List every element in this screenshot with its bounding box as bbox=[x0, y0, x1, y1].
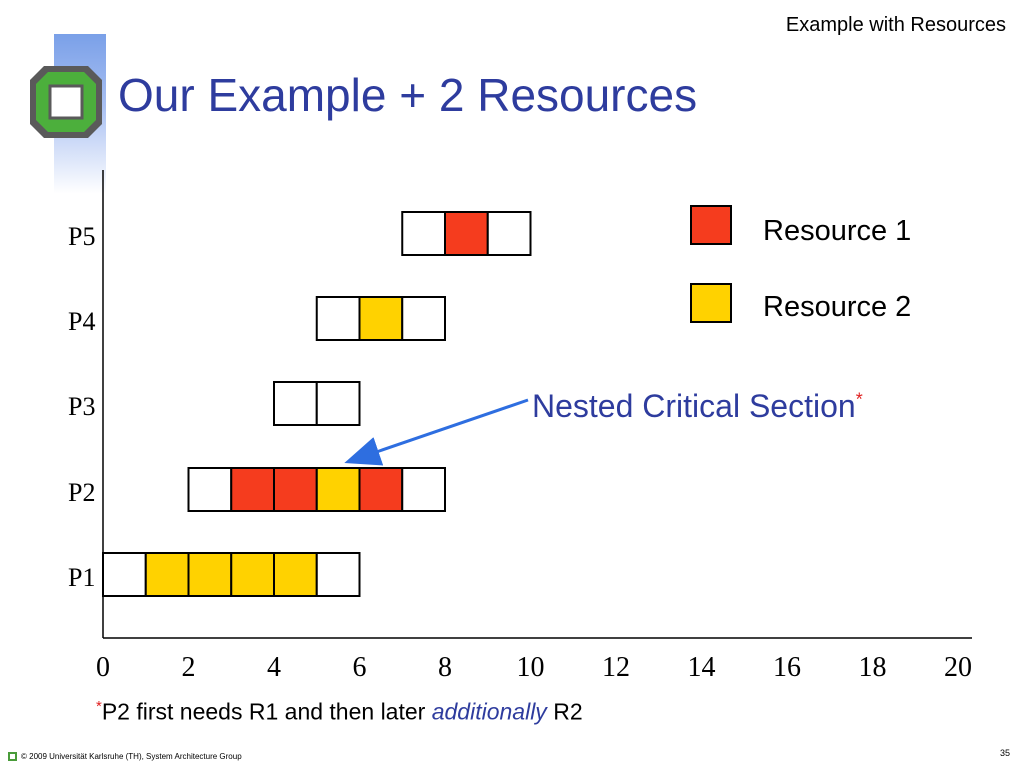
x-tick-label-18: 18 bbox=[858, 652, 887, 683]
time-slot-p1-4-r2 bbox=[230, 552, 275, 597]
legend-label-resource-1: Resource 1 bbox=[763, 215, 912, 247]
x-tick-label-2: 2 bbox=[181, 652, 196, 683]
annotation-arrow bbox=[344, 398, 529, 466]
page-number: 35 bbox=[999, 748, 1010, 758]
time-slot-p5-1 bbox=[401, 211, 446, 256]
row-label-p1: P1 bbox=[68, 563, 96, 592]
time-slot-p2-2-r1 bbox=[230, 467, 275, 512]
process-row-p1 bbox=[102, 552, 361, 597]
time-slot-p1-5-r2 bbox=[273, 552, 318, 597]
time-slot-p3-2 bbox=[315, 381, 361, 426]
time-slot-p2-1 bbox=[187, 467, 233, 512]
process-row-p3 bbox=[273, 381, 361, 426]
time-slot-p2-3-r1 bbox=[273, 467, 318, 512]
footnote-marker: * bbox=[96, 698, 102, 715]
process-row-p5 bbox=[401, 211, 532, 256]
footer-copyright: © 2009 Universität Karlsruhe (TH), Syste… bbox=[21, 752, 242, 761]
x-tick-label-14: 14 bbox=[687, 652, 716, 683]
x-tick-label-4: 4 bbox=[267, 652, 281, 683]
time-slot-p4-1 bbox=[315, 296, 361, 341]
nested-critical-section-annotation: Nested Critical Section* bbox=[532, 388, 863, 425]
footnote-pre: P2 first needs R1 and then later bbox=[101, 698, 432, 725]
time-slot-p1-2-r2 bbox=[144, 552, 190, 597]
time-slot-p4-2-r2 bbox=[358, 296, 404, 341]
legend-swatch-resource-2 bbox=[690, 283, 732, 323]
footnote-emphasis: additionally bbox=[431, 698, 547, 725]
x-tick-label-8: 8 bbox=[438, 652, 452, 683]
time-slot-p1-6 bbox=[315, 552, 361, 597]
legend-label-resource-2: Resource 2 bbox=[763, 291, 912, 323]
time-slot-p4-3 bbox=[401, 296, 446, 341]
time-slot-p5-3 bbox=[486, 211, 532, 256]
row-label-p4: P4 bbox=[68, 307, 96, 336]
footer: © 2009 Universität Karlsruhe (TH), Syste… bbox=[8, 752, 242, 762]
x-tick-label-0: 0 bbox=[96, 652, 110, 683]
time-slot-p2-4-r2 bbox=[315, 467, 361, 512]
footnote-post: R2 bbox=[546, 698, 583, 725]
chart-bars bbox=[102, 211, 532, 597]
annotation-text: Nested Critical Section bbox=[532, 388, 856, 424]
university-logo bbox=[30, 66, 102, 138]
x-tick-label-12: 12 bbox=[602, 652, 630, 683]
time-slot-p2-6 bbox=[401, 467, 446, 512]
legend-swatch-resource-1 bbox=[690, 205, 732, 245]
process-row-p4 bbox=[315, 296, 446, 341]
time-slot-p3-1 bbox=[273, 381, 318, 426]
x-tick-label-6: 6 bbox=[352, 652, 367, 683]
x-tick-label-20: 20 bbox=[944, 652, 972, 683]
row-label-p2: P2 bbox=[68, 478, 96, 507]
x-tick-label-10: 10 bbox=[516, 652, 545, 683]
time-slot-p5-2-r1 bbox=[444, 211, 489, 256]
section-header: Example with Resources bbox=[785, 14, 1006, 36]
footnote: *P2 first needs R1 and then later additi… bbox=[96, 698, 583, 726]
annotation-marker: * bbox=[855, 389, 863, 410]
time-slot-p1-1 bbox=[102, 552, 147, 597]
row-label-p3: P3 bbox=[68, 392, 96, 421]
x-tick-label-16: 16 bbox=[773, 652, 801, 683]
process-row-p2 bbox=[187, 467, 446, 512]
slide-title: Our Example + 2 Resources bbox=[118, 69, 698, 121]
time-slot-p2-5-r1 bbox=[358, 467, 404, 512]
time-slot-p1-3-r2 bbox=[187, 552, 233, 597]
row-label-p5: P5 bbox=[68, 222, 96, 251]
footer-logo-icon bbox=[8, 752, 17, 762]
